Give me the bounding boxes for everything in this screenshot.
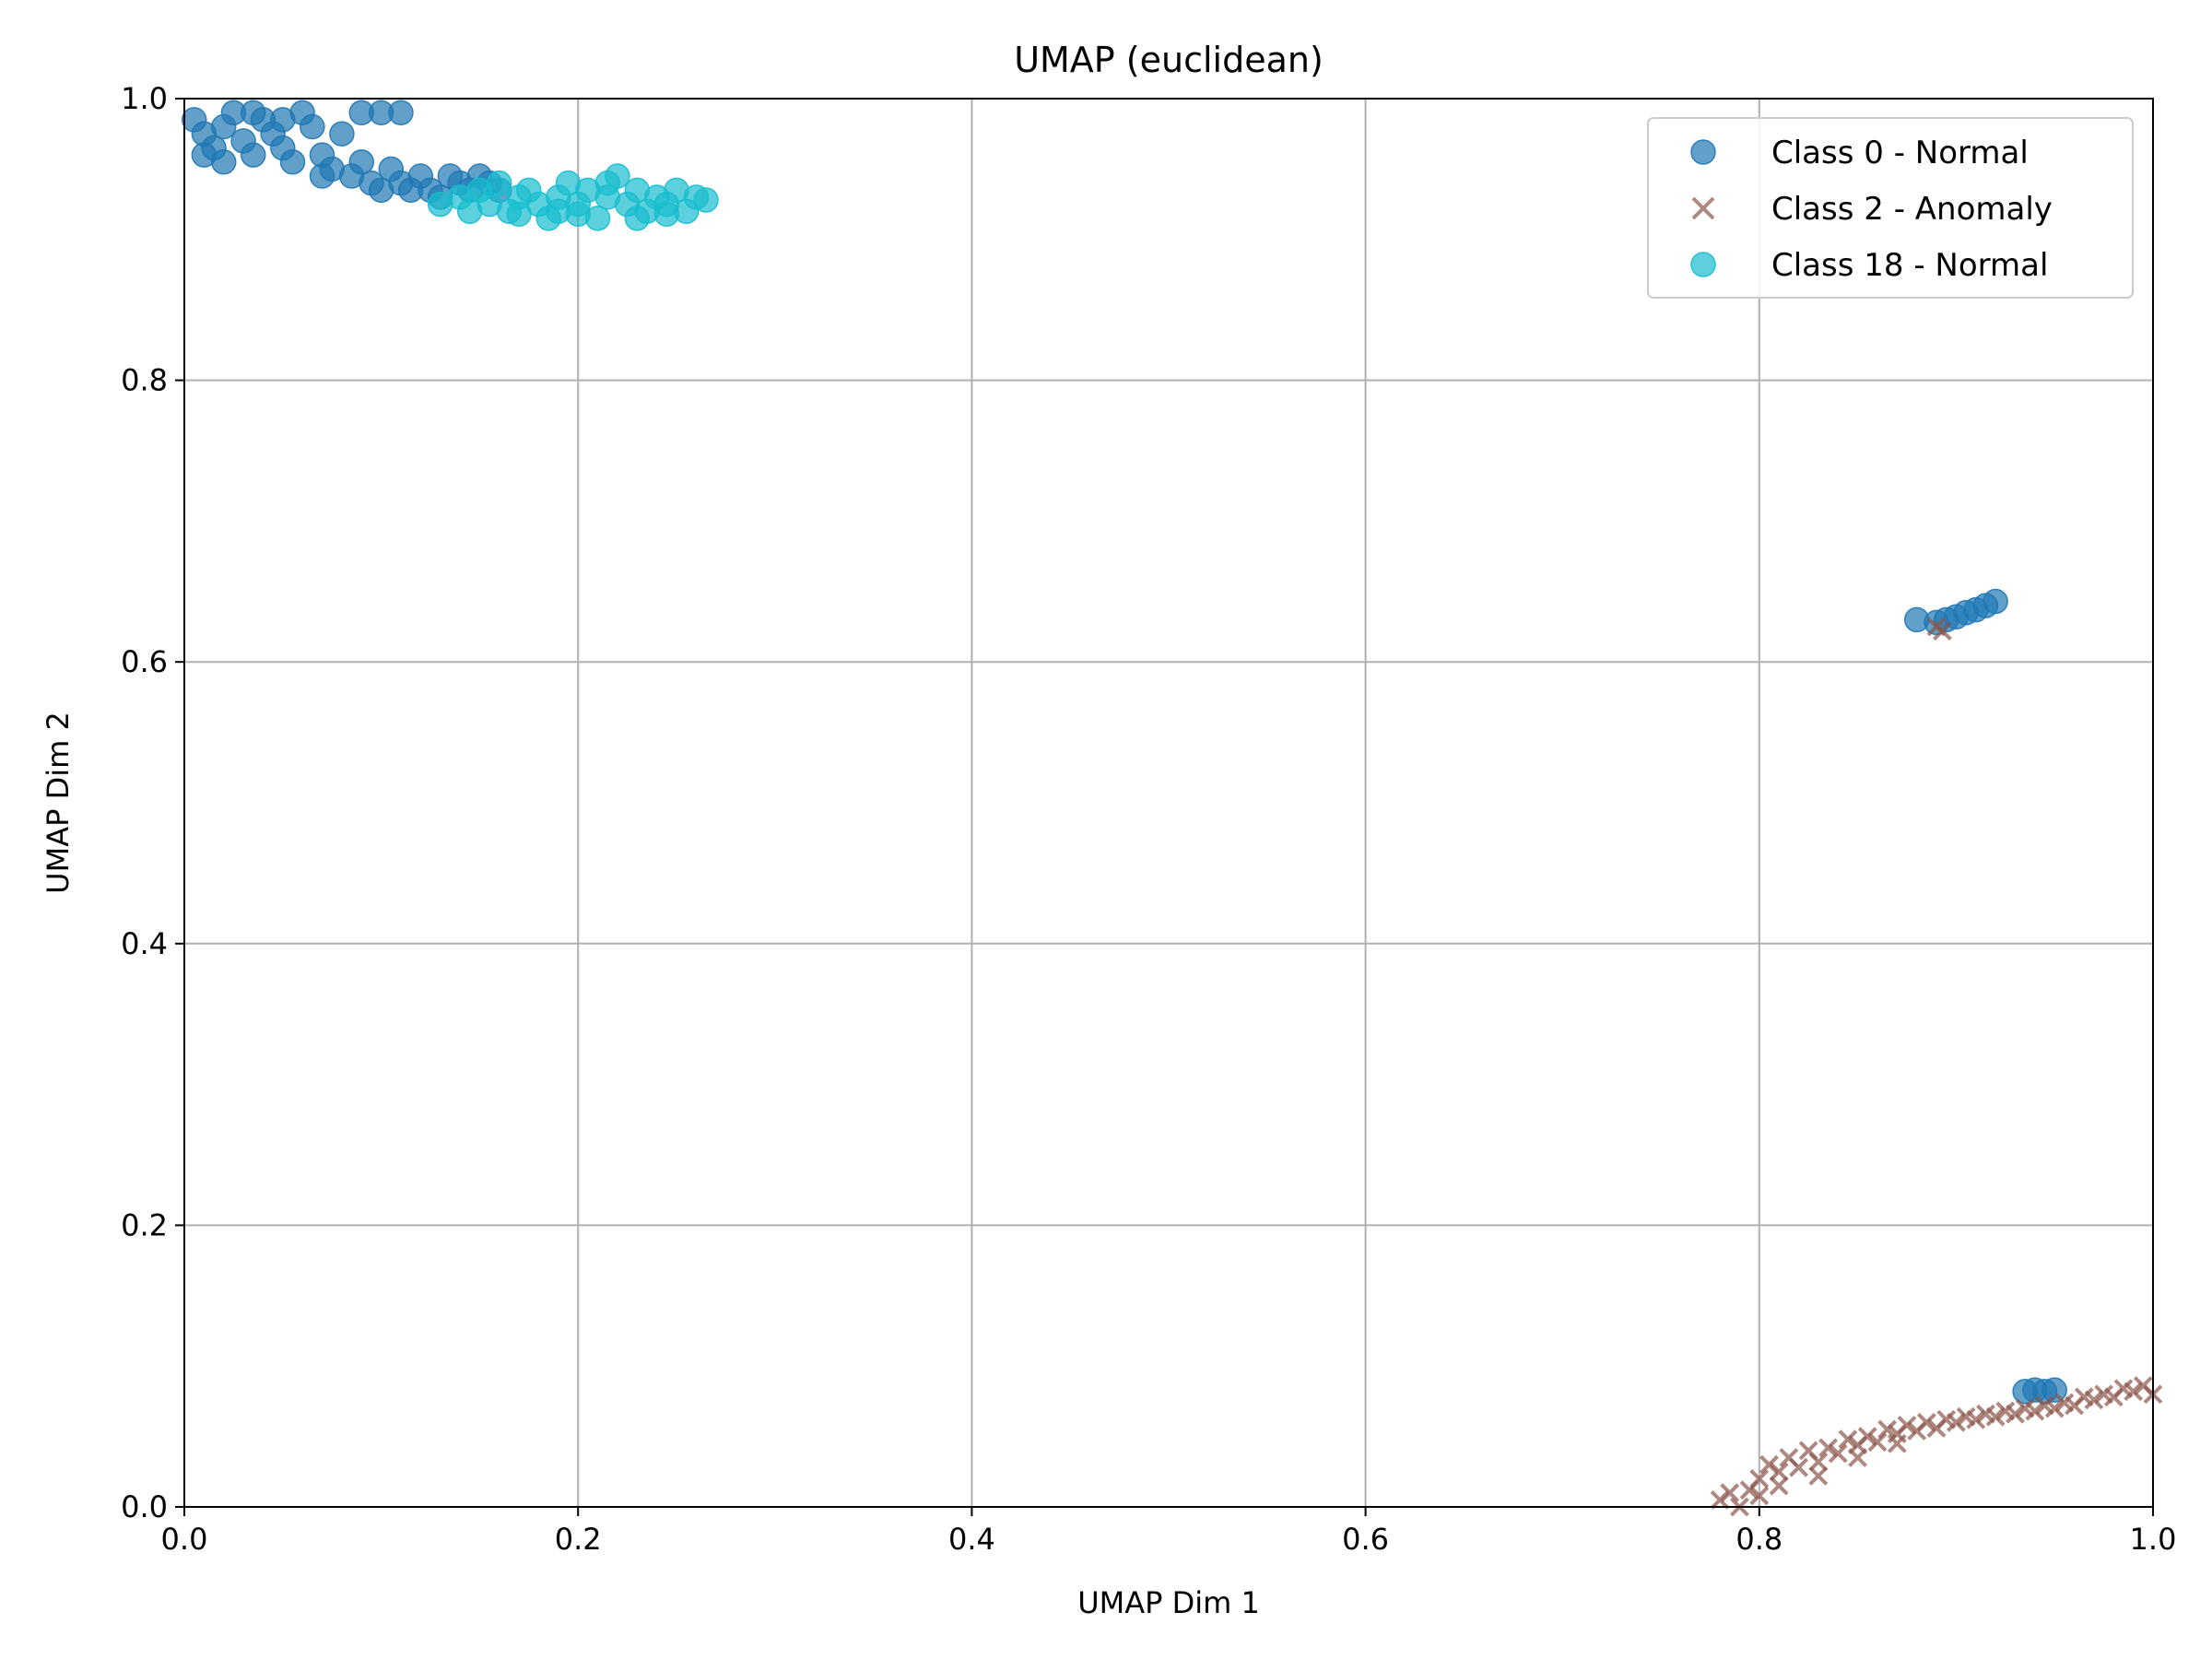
data-point <box>2025 1401 2045 1421</box>
data-point <box>594 170 620 196</box>
chart-title: UMAP (euclidean) <box>1014 40 1324 80</box>
data-point <box>1749 1486 1770 1506</box>
y-tick-label: 0.6 <box>121 644 168 679</box>
data-point <box>1848 1448 1868 1467</box>
x-axis-label: UMAP Dim 1 <box>1077 1585 1260 1620</box>
data-point <box>1887 1433 1907 1453</box>
data-point <box>329 121 355 147</box>
data-point <box>388 100 414 126</box>
series-2 <box>427 163 719 231</box>
legend-label: Class 0 - Normal <box>1771 135 2029 171</box>
data-point <box>1828 1443 1848 1464</box>
data-point <box>624 206 651 231</box>
data-point <box>300 113 325 140</box>
data-point <box>1916 1412 1936 1432</box>
data-point <box>1769 1476 1789 1496</box>
data-point <box>241 142 266 168</box>
data-point <box>1720 1483 1740 1503</box>
data-point <box>1808 1465 1829 1486</box>
data-point <box>1857 1427 1877 1447</box>
legend: Class 0 - Normal Class 2 - Anomaly Class 1… <box>1647 117 2134 299</box>
data-point <box>2006 1404 2025 1424</box>
data-point <box>1749 1469 1770 1488</box>
data-point <box>279 149 306 175</box>
legend-marker <box>1690 139 1716 165</box>
data-point <box>1867 1432 1888 1453</box>
data-point <box>1838 1430 1858 1450</box>
data-point <box>309 163 335 189</box>
data-point <box>1710 1489 1730 1510</box>
data-point <box>270 107 296 133</box>
y-tick-label: 1.0 <box>121 81 168 116</box>
data-point <box>506 201 532 228</box>
data-point <box>368 177 394 204</box>
data-point <box>2084 1390 2104 1410</box>
x-tick-label: 0.6 <box>1342 1522 1389 1557</box>
data-point <box>1985 1406 2006 1427</box>
data-point <box>487 170 512 196</box>
data-point <box>1897 1415 1917 1435</box>
data-point <box>1933 621 1952 641</box>
data-point <box>348 149 374 175</box>
y-tick-label: 0.4 <box>121 926 168 961</box>
legend-label: Class 2 - Anomaly <box>1771 191 2053 228</box>
data-point <box>1946 1412 1966 1432</box>
x-tick-label: 0.2 <box>555 1522 602 1557</box>
data-point <box>1877 1419 1898 1440</box>
data-point <box>1769 1462 1789 1482</box>
x-tick-label: 0.0 <box>161 1522 208 1557</box>
data-point <box>1966 1409 1986 1430</box>
data-point <box>1808 1452 1829 1472</box>
data-point <box>653 201 680 228</box>
data-point <box>1983 588 2008 615</box>
legend-marker <box>1691 196 1715 220</box>
data-point <box>1818 1438 1838 1458</box>
series-1 <box>1710 617 2163 1517</box>
y-axis-label: UMAP Dim 2 <box>41 712 76 894</box>
data-point <box>210 149 237 175</box>
y-tick-label: 0.8 <box>121 363 168 398</box>
data-point <box>1789 1457 1808 1477</box>
legend-label: Class 18 - Normal <box>1771 247 2048 284</box>
data-point <box>2041 1377 2067 1403</box>
data-point <box>1759 1454 1779 1475</box>
data-point <box>348 100 374 126</box>
grid-lines <box>183 98 2154 1508</box>
y-tick-label: 0.2 <box>121 1207 168 1242</box>
axis-ticks: 0.0 0.2 0.4 0.6 0.8 1.0 0.0 0.2 0.4 0.6 0.8 1.0 <box>121 81 2176 1557</box>
data-point <box>693 187 719 213</box>
legend-frame <box>1647 117 2134 299</box>
data-points <box>181 100 2163 1517</box>
x-tick-label: 0.8 <box>1735 1522 1783 1557</box>
data-point <box>241 100 266 126</box>
legend-marker <box>1690 252 1716 277</box>
data-point <box>546 198 571 224</box>
x-tick-label: 1.0 <box>2130 1522 2177 1557</box>
x-tick-label: 0.4 <box>948 1522 995 1557</box>
plot-area-frame <box>183 98 2154 1508</box>
data-point <box>2124 1382 2144 1402</box>
data-point <box>2044 1398 2065 1418</box>
y-tick-label: 0.0 <box>121 1489 168 1524</box>
